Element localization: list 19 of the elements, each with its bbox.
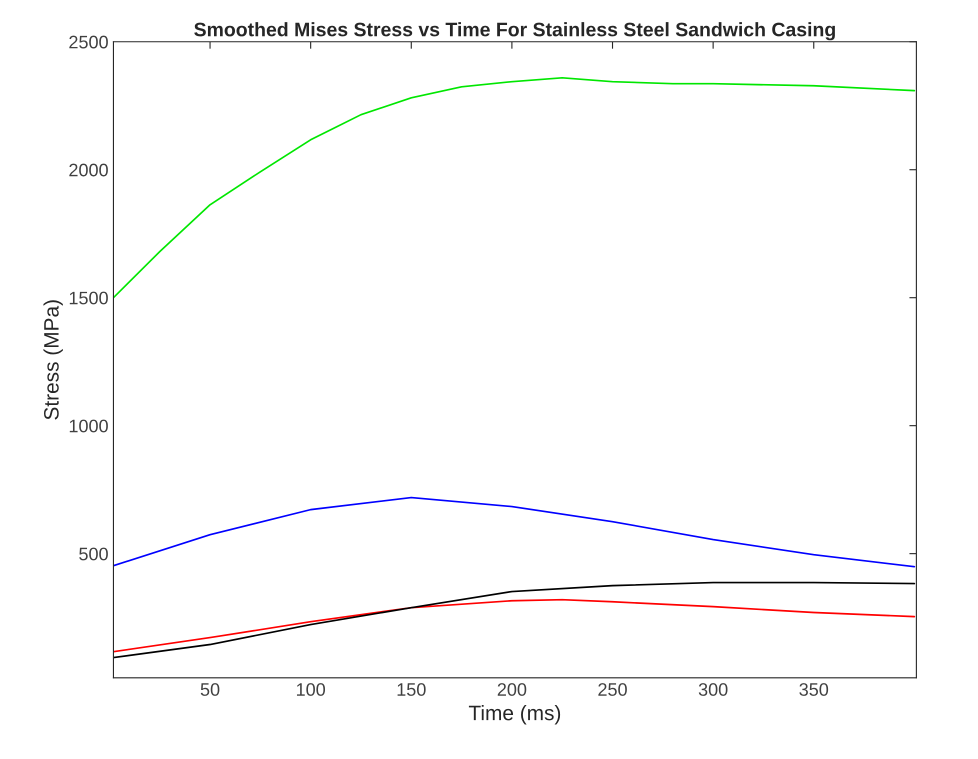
x-axis-title: Time (ms) [468,705,560,724]
line-series [113,598,916,653]
x-tick-label: 300 [698,683,728,696]
y-axis-title: Stress (MPa) [43,300,63,420]
x-tick-label: 250 [598,683,627,696]
y-tick-label: 1500 [70,292,108,304]
x-tick-label: 350 [799,683,828,696]
x-tick-label: 50 [200,683,220,696]
line-series [113,77,916,299]
y-tick-label: 1000 [70,420,108,432]
x-tick-label: 200 [498,683,526,696]
line-series [113,582,916,658]
chart-title: Smoothed Mises Stress vs Time For Stainless Steel Sandwich Casing [194,22,835,40]
y-tick-label: 2500 [69,36,108,48]
x-tick-label: 100 [296,683,326,696]
x-tick-label: 150 [398,683,426,696]
y-tick-label: 500 [79,548,108,560]
y-tick-label: 2000 [69,164,108,176]
line-series [113,496,916,568]
